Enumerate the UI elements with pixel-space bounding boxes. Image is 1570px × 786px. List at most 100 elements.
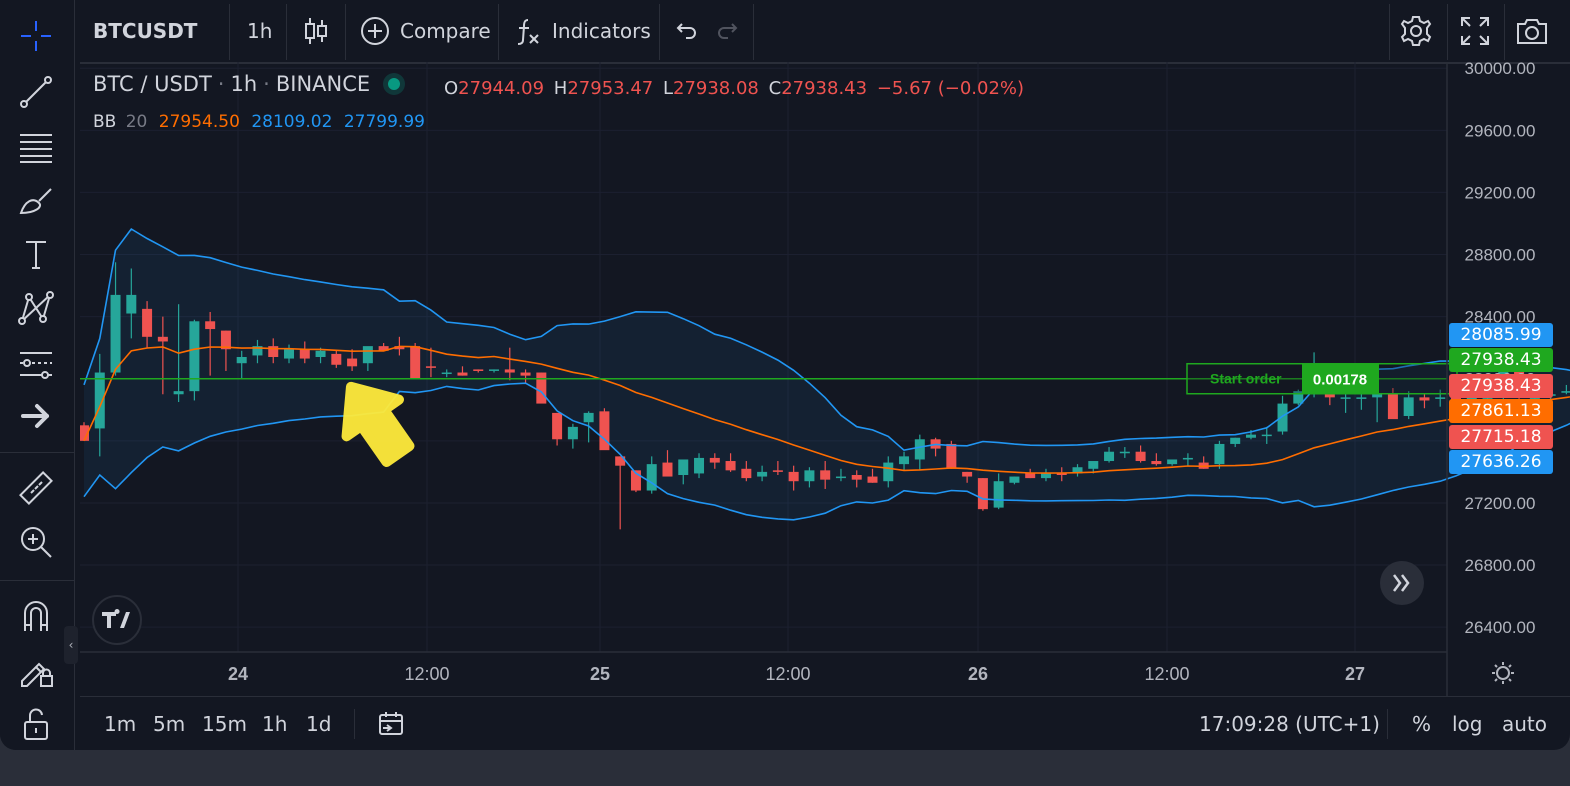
x-tick-label: 12:00 — [765, 664, 810, 684]
brush-icon[interactable] — [14, 178, 58, 222]
candle — [772, 461, 783, 475]
candle — [1214, 440, 1225, 469]
indicators-button[interactable]: Indicators — [516, 0, 651, 62]
range-1h[interactable]: 1h — [262, 712, 288, 736]
camera-icon[interactable] — [1515, 0, 1549, 62]
collapse-toolbar-button[interactable]: ‹ — [64, 626, 78, 664]
candle — [1151, 453, 1162, 466]
bollinger-basis-line — [83, 345, 1570, 474]
order-label: Start order — [1210, 371, 1282, 387]
candle — [410, 343, 421, 379]
candle — [252, 339, 263, 364]
text-icon[interactable] — [14, 232, 58, 276]
interval-button[interactable]: 1h — [247, 19, 273, 43]
goto-date-icon[interactable] — [377, 697, 405, 750]
candle — [331, 350, 342, 368]
log-toggle[interactable]: log — [1452, 712, 1483, 736]
lock-drawing-icon[interactable] — [14, 648, 58, 692]
range-1m[interactable]: 1m — [104, 712, 137, 736]
candle — [378, 343, 389, 351]
candle — [709, 453, 720, 469]
candle — [977, 478, 988, 511]
redo-icon[interactable] — [716, 0, 740, 62]
zoom-in-icon[interactable] — [14, 520, 58, 564]
bb-upper-value: 28109.02 — [251, 112, 333, 132]
clock-timezone[interactable]: 17:09:28 (UTC+1) — [1199, 712, 1380, 736]
chart-settings-sun-icon[interactable] — [1492, 662, 1514, 684]
top-toolbar: BTCUSDT 1h Compare Indicators — [80, 0, 1570, 64]
candle — [536, 372, 547, 404]
candle — [189, 319, 200, 401]
candle — [236, 350, 247, 379]
percent-toggle[interactable]: % — [1412, 712, 1432, 736]
magnet-icon[interactable] — [14, 594, 58, 638]
low-value: 27938.08 — [673, 78, 759, 99]
tradingview-logo[interactable] — [92, 595, 142, 645]
scroll-to-realtime-icon[interactable] — [1380, 561, 1424, 605]
unlock-icon[interactable] — [14, 702, 58, 746]
order-tag[interactable]: Start order 0.00178 — [1186, 362, 1458, 395]
settings-icon[interactable] — [1399, 0, 1433, 62]
candle — [1119, 447, 1130, 458]
compare-button[interactable]: Compare — [360, 0, 491, 62]
candle — [1261, 426, 1272, 444]
candle — [489, 369, 500, 373]
candle — [80, 422, 89, 441]
y-tick-label: 26400.00 — [1465, 618, 1536, 637]
candle — [1072, 464, 1083, 477]
candle — [962, 471, 973, 483]
prediction-icon[interactable] — [14, 340, 58, 384]
close-value: 27938.43 — [781, 78, 868, 99]
trend-line-icon[interactable] — [14, 70, 58, 114]
fullscreen-icon[interactable] — [1459, 0, 1491, 62]
range-1d[interactable]: 1d — [306, 712, 332, 736]
candle — [867, 468, 878, 483]
crosshair-icon[interactable] — [14, 14, 58, 58]
candle — [820, 461, 831, 489]
candle — [1009, 476, 1020, 485]
fib-retracement-icon[interactable] — [14, 124, 58, 168]
undo-icon[interactable] — [674, 0, 698, 62]
bollinger-band-fill — [84, 229, 1570, 520]
bb-label: BB — [93, 112, 117, 132]
candle — [1293, 389, 1304, 406]
candle — [757, 465, 768, 482]
change-value: −5.67 (−0.02%) — [876, 78, 1025, 99]
price-label-last: 27938.43 — [1449, 374, 1553, 398]
x-tick-label: 12:00 — [404, 664, 449, 684]
arrow-right-icon[interactable] — [14, 394, 58, 438]
range-15m[interactable]: 15m — [202, 712, 247, 736]
symbol-search[interactable]: BTCUSDT — [93, 19, 198, 43]
candle — [299, 341, 310, 364]
candle — [567, 423, 578, 449]
auto-toggle[interactable]: auto — [1502, 712, 1548, 736]
candle — [126, 268, 137, 339]
indicator-legend[interactable]: BB 20 27954.50 28109.02 27799.99 — [93, 112, 425, 132]
candle — [694, 453, 705, 479]
candle — [1056, 467, 1067, 482]
bb-period: 20 — [125, 112, 148, 132]
candle — [883, 456, 894, 488]
candle — [914, 434, 925, 471]
price-label-order: 27938.43 — [1449, 348, 1553, 372]
ruler-icon[interactable] — [14, 466, 58, 510]
candle — [1561, 384, 1570, 395]
candle — [284, 344, 295, 364]
bar-style-icon[interactable] — [304, 0, 328, 62]
y-tick-label: 29600.00 — [1465, 121, 1536, 140]
symbol-legend[interactable]: BTC / USDT · 1h · BINANCE — [93, 72, 401, 96]
price-chart[interactable]: Start order 0.00178 30000.00 29600.00 2920… — [80, 62, 1570, 696]
arrow-annotation — [341, 381, 415, 468]
range-5m[interactable]: 5m — [153, 712, 186, 736]
candle — [615, 456, 626, 530]
candle — [110, 262, 121, 376]
candle — [678, 459, 689, 485]
candle — [473, 369, 484, 373]
bottom-toolbar: 1m 5m 15m 1h 1d 17:09:28 (UTC+1) % log a… — [80, 696, 1570, 750]
symbol-exchange: BINANCE — [275, 72, 371, 96]
candle — [899, 451, 910, 471]
fx-icon — [516, 16, 540, 46]
pattern-icon[interactable] — [14, 286, 58, 330]
candle — [804, 467, 815, 488]
order-quantity: 0.00178 — [1313, 372, 1367, 389]
